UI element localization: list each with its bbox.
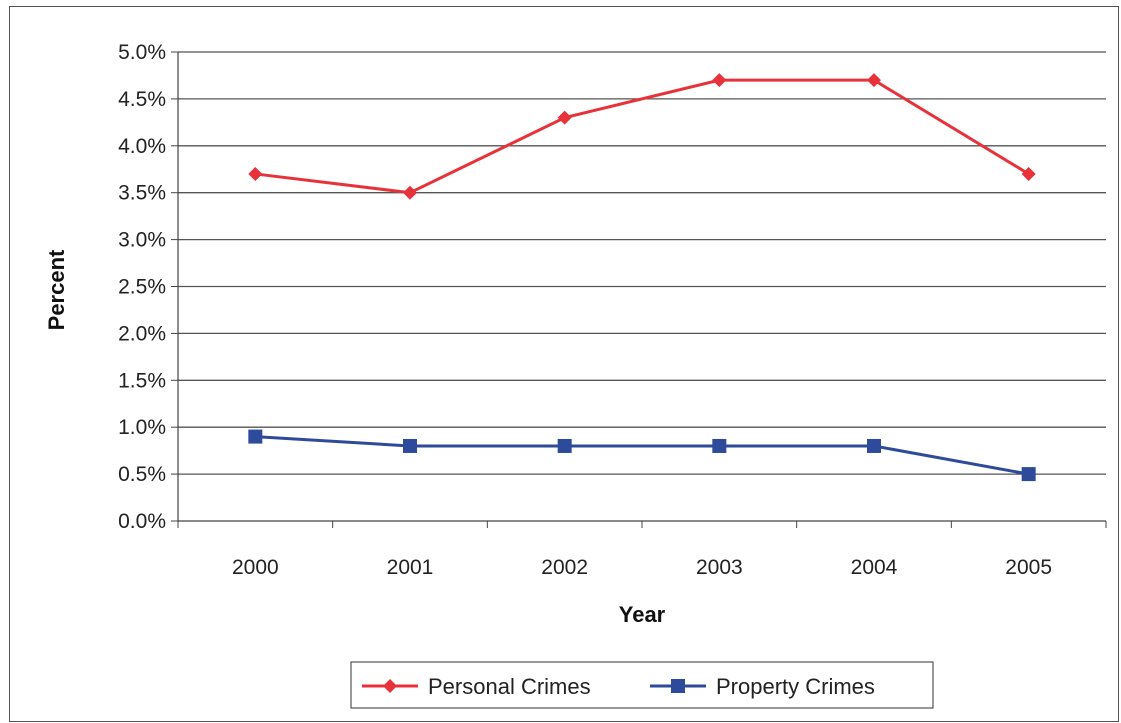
x-tick-labels: 2000 2001 2002 2003 2004 2005 <box>232 556 1052 579</box>
legend-label: Property Crimes <box>716 674 875 699</box>
series-line <box>255 435 1029 476</box>
gridlines <box>178 51 1106 475</box>
data-point <box>557 110 572 125</box>
legend-marker <box>383 679 397 693</box>
y-tick-label: 0.0% <box>118 510 166 533</box>
series-property-crimes <box>248 429 1036 482</box>
data-point <box>248 166 263 181</box>
legend-box <box>350 661 934 709</box>
y-tick-label: 1.0% <box>118 416 166 439</box>
y-tick-label: 2.5% <box>118 276 166 299</box>
data-point <box>403 185 417 200</box>
x-tick-label: 2005 <box>1005 556 1052 579</box>
y-tick-label: 3.5% <box>118 182 166 205</box>
series-line <box>255 78 1030 195</box>
x-tick-label: 2001 <box>387 556 434 579</box>
data-point <box>867 438 881 453</box>
x-tick-label: 2000 <box>232 556 279 579</box>
x-tick-label: 2002 <box>541 556 588 579</box>
y-tick-label: 0.5% <box>118 463 166 486</box>
data-point <box>403 438 417 453</box>
y-tick-label: 1.5% <box>118 369 166 392</box>
y-tick-label: 3.0% <box>118 229 166 252</box>
y-tick-label: 4.0% <box>118 135 166 158</box>
legend-label: Personal Crimes <box>428 674 591 699</box>
data-point <box>557 438 572 453</box>
y-tick-label: 2.0% <box>118 322 166 345</box>
series-personal-crimes <box>248 73 1036 200</box>
x-axis-title: Year <box>619 602 666 627</box>
data-point <box>867 73 881 88</box>
data-point <box>248 429 263 444</box>
x-tick-label: 2004 <box>851 556 898 579</box>
axes <box>171 51 1107 528</box>
y-tick-labels: 0.0% 0.5% 1.0% 1.5% 2.0% 2.5% 3.0% 3.5% 4.0% 4.5%… <box>118 41 166 533</box>
data-point <box>712 73 727 88</box>
legend-marker <box>671 679 685 693</box>
chart-frame <box>9 6 1119 722</box>
y-tick-label: 4.5% <box>118 88 166 111</box>
legend: Personal Crimes Property Crimes <box>350 661 934 709</box>
series <box>248 73 1036 482</box>
y-axis-title: Percent <box>44 249 69 330</box>
data-point <box>1021 166 1036 181</box>
y-tick-label: 5.0% <box>118 41 166 64</box>
legend-item: Personal Crimes <box>362 674 591 699</box>
legend-item: Property Crimes <box>650 674 875 699</box>
x-tick-label: 2003 <box>696 556 743 579</box>
data-point <box>1021 467 1036 482</box>
data-point <box>712 438 727 453</box>
